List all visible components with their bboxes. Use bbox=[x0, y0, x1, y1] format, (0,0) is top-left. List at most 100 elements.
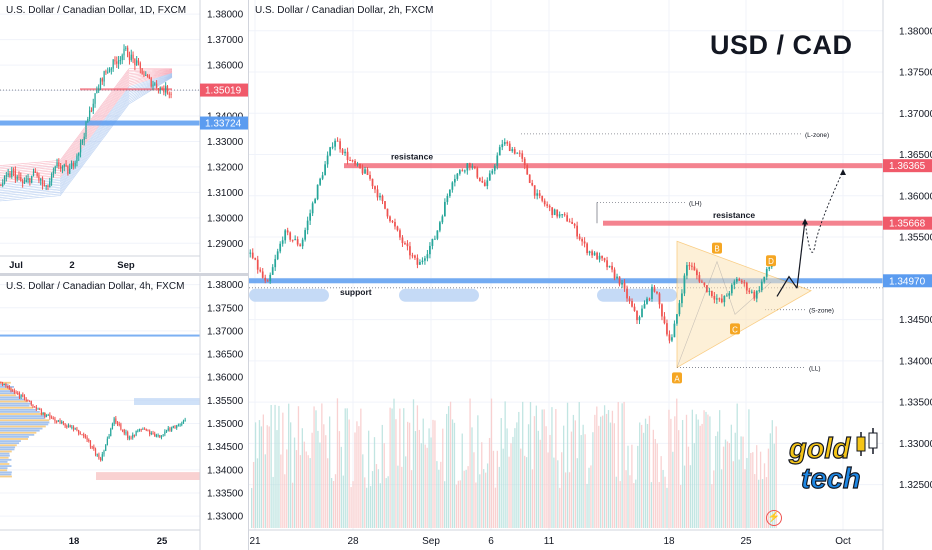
candle-body bbox=[147, 429, 149, 431]
candle-body bbox=[424, 258, 426, 261]
candle-body bbox=[608, 265, 611, 268]
volume-bar bbox=[323, 424, 325, 528]
volume-bar bbox=[522, 401, 524, 528]
volume-bar bbox=[477, 415, 479, 528]
candle-body bbox=[134, 58, 136, 66]
candle-body bbox=[0, 184, 2, 186]
candle-body bbox=[176, 425, 178, 428]
volume-bar bbox=[756, 445, 758, 528]
candle-body bbox=[578, 236, 581, 240]
volume-bar bbox=[369, 486, 372, 528]
volume-bar bbox=[607, 410, 610, 528]
volume-bar bbox=[525, 457, 528, 528]
h4-chart-svg[interactable]: 1.38000 1.37500 1.37000 1.36500 1.36000 1.355… bbox=[0, 276, 248, 550]
candle-body bbox=[364, 169, 366, 174]
volume-bar bbox=[379, 483, 381, 528]
volume-bar bbox=[457, 480, 459, 528]
volume-bar bbox=[520, 448, 522, 528]
volume-bar bbox=[354, 432, 356, 528]
volume-bar bbox=[483, 469, 485, 528]
candle-body bbox=[386, 208, 389, 217]
candle-body bbox=[431, 238, 434, 246]
volume-bar bbox=[348, 419, 350, 528]
volume-bar bbox=[366, 487, 368, 528]
candle-body bbox=[631, 301, 633, 307]
time-tick-label: 25 bbox=[157, 536, 168, 547]
candle-body bbox=[114, 59, 116, 62]
h4-chart-panel[interactable]: 1.38000 1.37500 1.37000 1.36500 1.36000 1.355… bbox=[0, 276, 248, 550]
volume-bar bbox=[301, 428, 303, 528]
candle-body bbox=[148, 76, 151, 79]
candle-body bbox=[735, 278, 738, 282]
volume-bar bbox=[401, 466, 403, 528]
candle-body bbox=[172, 425, 174, 428]
candle-body bbox=[351, 160, 354, 162]
candle-body bbox=[40, 178, 42, 181]
volume-bar bbox=[473, 452, 475, 528]
price-tick-label: 1.35500 bbox=[899, 233, 932, 244]
volume-bar bbox=[676, 398, 678, 528]
price-badge-label: 1.35668 bbox=[889, 219, 926, 230]
volume-bar bbox=[358, 426, 360, 528]
candle-body bbox=[316, 184, 319, 200]
volume-profile-bar bbox=[0, 408, 37, 411]
candle-body bbox=[693, 266, 696, 271]
price-badge: 1.35668 bbox=[883, 216, 932, 230]
volume-bar bbox=[387, 476, 389, 528]
candle-body bbox=[45, 415, 48, 417]
volume-bar bbox=[605, 413, 608, 528]
volume-bar bbox=[559, 487, 561, 528]
volume-bar bbox=[461, 433, 463, 528]
volume-profile-bar bbox=[0, 400, 28, 403]
volume-bar bbox=[687, 446, 690, 528]
candle-body bbox=[150, 433, 152, 435]
volume-bar bbox=[582, 424, 584, 528]
volume-bar bbox=[736, 403, 738, 528]
candle-body bbox=[708, 290, 711, 292]
daily-chart-svg[interactable]: 1.380001.370001.360001.350001.340001.330… bbox=[0, 0, 248, 272]
candle-body bbox=[121, 429, 124, 431]
candle-body bbox=[70, 163, 73, 169]
volume-bar bbox=[381, 424, 383, 528]
volume-profile-bar bbox=[0, 386, 14, 388]
candle-body bbox=[100, 458, 102, 460]
candle-body bbox=[171, 427, 173, 431]
volume-bar bbox=[703, 410, 705, 528]
candle-body bbox=[706, 285, 708, 292]
volume-bar bbox=[293, 437, 296, 528]
candle-body bbox=[101, 78, 103, 82]
candle-body bbox=[155, 83, 158, 89]
volume-profile-bar bbox=[0, 406, 34, 409]
candle-body bbox=[157, 435, 159, 437]
candle-body bbox=[344, 151, 346, 154]
volume-bar bbox=[763, 463, 766, 528]
candle-body bbox=[671, 337, 673, 341]
daily-chart-title: U.S. Dollar / Canadian Dollar, 1D, FXCM bbox=[6, 5, 187, 16]
price-badge-label: 1.34970 bbox=[889, 276, 926, 287]
candle-body bbox=[416, 257, 419, 265]
candle-body bbox=[2, 183, 4, 186]
daily-chart-panel[interactable]: 1.380001.370001.360001.350001.340001.330… bbox=[0, 0, 248, 272]
lightning-icon[interactable]: ⚡ bbox=[766, 510, 782, 526]
candle-body bbox=[743, 282, 746, 284]
volume-bar bbox=[352, 481, 354, 528]
candle-body bbox=[656, 291, 658, 294]
candle-body bbox=[67, 166, 69, 174]
volume-bar bbox=[629, 475, 631, 528]
candle-body bbox=[47, 414, 49, 416]
panel-divider-vertical[interactable] bbox=[248, 0, 249, 550]
price-tick-label: 1.37500 bbox=[899, 68, 932, 79]
candle-body bbox=[12, 170, 15, 172]
candle-body bbox=[713, 296, 716, 300]
panel-divider-horizontal[interactable] bbox=[0, 273, 248, 276]
candle-body bbox=[163, 89, 165, 93]
candle-body bbox=[421, 260, 424, 263]
candle-body bbox=[140, 429, 142, 431]
volume-bar bbox=[336, 398, 339, 528]
candle-body bbox=[18, 393, 21, 397]
candle-body bbox=[681, 293, 683, 304]
candle-body bbox=[137, 60, 140, 63]
volume-bar bbox=[666, 487, 668, 528]
